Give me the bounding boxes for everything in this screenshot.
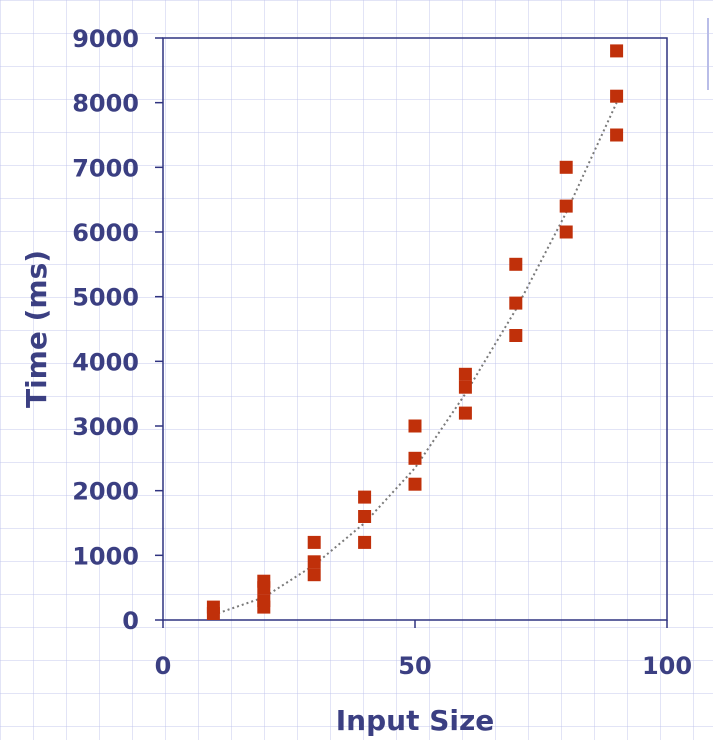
y-tick-label: 0 — [122, 607, 139, 635]
plot-area — [162, 37, 668, 621]
data-points — [206, 44, 624, 620]
y-tick-label: 1000 — [72, 542, 139, 570]
y-tick-label: 8000 — [72, 90, 139, 118]
data-point — [610, 44, 624, 58]
x-tick-label: 50 — [398, 652, 431, 680]
window-edge-line — [707, 18, 709, 90]
x-axis-ticks: 0 50 100 — [155, 620, 692, 680]
data-point — [610, 128, 624, 142]
data-point — [458, 380, 472, 394]
data-point — [358, 535, 372, 549]
data-point — [509, 296, 523, 310]
y-tick-label: 5000 — [72, 284, 139, 312]
y-tick-label: 2000 — [72, 478, 139, 506]
y-tick-label: 6000 — [72, 219, 139, 247]
data-point — [509, 257, 523, 271]
data-point — [307, 568, 321, 582]
x-tick-label: 0 — [155, 652, 172, 680]
data-point — [408, 419, 422, 433]
data-point — [257, 594, 271, 608]
y-tick-label: 7000 — [72, 154, 139, 182]
y-axis-ticks: 0 1000 2000 3000 4000 5000 6000 7000 8000 9000 — [72, 25, 163, 635]
data-point — [559, 199, 573, 213]
y-axis-title: Time (ms) — [20, 250, 53, 408]
data-point — [408, 451, 422, 465]
y-tick-label: 4000 — [72, 348, 139, 376]
data-point — [559, 160, 573, 174]
data-point — [307, 535, 321, 549]
data-point — [206, 600, 220, 614]
data-point — [610, 89, 624, 103]
x-tick-label: 100 — [642, 652, 692, 680]
data-point — [358, 510, 372, 523]
data-point — [559, 225, 573, 239]
y-tick-label: 3000 — [72, 413, 139, 441]
x-axis-title: Input Size — [336, 704, 495, 737]
trendline — [213, 102, 618, 616]
data-point — [307, 555, 321, 569]
data-point — [358, 490, 372, 504]
data-point — [458, 367, 472, 381]
y-tick-label: 9000 — [72, 25, 139, 53]
data-point — [257, 574, 271, 588]
data-point — [509, 329, 523, 342]
data-point — [408, 477, 422, 491]
data-point — [458, 406, 472, 420]
